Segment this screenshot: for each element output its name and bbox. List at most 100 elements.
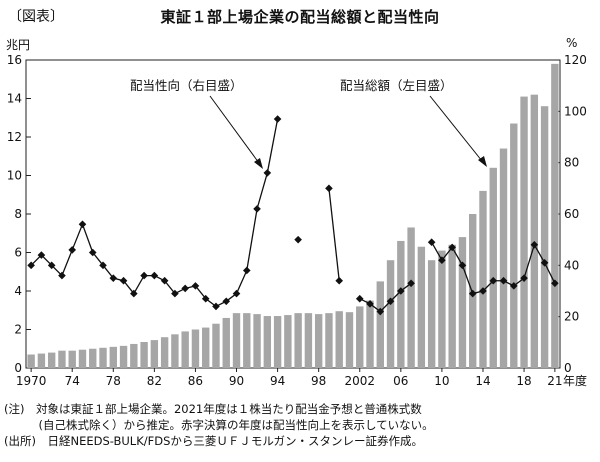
- dividend-total-bar: [181, 331, 189, 368]
- payout-ratio-point: [150, 271, 159, 280]
- dividend-total-bar: [212, 323, 220, 368]
- dividend-total-bar: [140, 342, 148, 368]
- x-axis-tick-label: 94: [270, 374, 285, 388]
- dividend-total-bar: [520, 96, 528, 368]
- payout-ratio-point: [78, 220, 87, 229]
- dividend-total-bar: [253, 314, 261, 368]
- dividend-total-bar: [489, 167, 497, 368]
- dividend-total-bar: [191, 329, 200, 368]
- right-axis-tick-label: 100: [564, 104, 587, 118]
- payout-ratio-point: [386, 297, 395, 306]
- x-axis-tick-label: 10: [434, 374, 449, 388]
- dividend-total-bar: [438, 250, 446, 368]
- payout-ratio-point: [130, 289, 138, 298]
- payout-ratio-point: [376, 307, 385, 316]
- payout-ratio-point: [201, 294, 210, 303]
- dividend-total-bar: [448, 244, 456, 368]
- x-axis-tick-label: 06: [393, 374, 408, 388]
- left-axis-tick-label: 6: [14, 246, 22, 260]
- payout-ratio-point: [479, 287, 487, 295]
- payout-ratio-point: [253, 205, 261, 213]
- note-line-1: (注) 対象は東証１部上場企業。2021年度は１株当たり配当金予想と普通株式数: [4, 402, 422, 416]
- payout-ratio-point: [88, 248, 97, 257]
- payout-ratio-point: [68, 246, 77, 254]
- left-axis-tick-label: 14: [7, 92, 22, 106]
- payout-ratio-point: [47, 261, 56, 270]
- note-line-2: (自己株式除く）から推定。赤字決算の年度は配当性向上を表示していない。: [4, 418, 434, 432]
- payout-ratio-point: [212, 302, 220, 311]
- dividend-total-bar: [222, 317, 230, 368]
- x-axis-tick-label: 82: [147, 374, 162, 388]
- dividend-total-bar: [551, 63, 559, 368]
- dividend-total-bar: [345, 312, 354, 368]
- left-axis-tick-label: 0: [14, 361, 22, 375]
- x-axis-tick-label: 86: [188, 374, 203, 388]
- payout-ratio-point: [37, 251, 46, 259]
- right-axis-unit: %: [566, 36, 578, 50]
- x-axis-tick-label: 90: [229, 374, 244, 388]
- right-axis-tick-label: 40: [564, 258, 579, 272]
- dividend-total-bar: [499, 148, 508, 368]
- dividend-total-bar: [386, 260, 395, 368]
- payout-ratio-point: [263, 169, 272, 177]
- dividend-total-bar: [458, 237, 467, 368]
- payout-ratio-point: [458, 261, 467, 270]
- right-axis-tick-label: 20: [564, 310, 579, 324]
- payout-ratio-point: [181, 284, 189, 293]
- payout-ratio-point: [232, 289, 241, 298]
- dividend-total-bar: [68, 350, 76, 368]
- payout-ratio-arrowhead: [254, 158, 263, 169]
- dividend-total-bar: [130, 343, 138, 368]
- payout-ratio-point: [222, 297, 231, 306]
- payout-ratio-point: [499, 276, 508, 285]
- payout-ratio-point: [191, 282, 200, 290]
- x-axis-tick-label: 1970: [16, 374, 47, 388]
- right-axis-tick-label: 80: [564, 156, 579, 170]
- payout-ratio-point: [530, 241, 539, 249]
- payout-ratio-point: [335, 276, 344, 285]
- left-axis-tick-label: 4: [14, 284, 22, 298]
- chart-title: 東証１部上場企業の配当総額と配当性向: [160, 8, 440, 26]
- payout-ratio-point: [540, 258, 549, 267]
- payout-ratio-point: [366, 300, 374, 308]
- dividend-total-bar: [510, 123, 518, 369]
- payout-ratio-point: [160, 276, 169, 285]
- payout-ratio-point: [119, 276, 128, 285]
- dividend-total-bar: [356, 306, 364, 368]
- dividend-total-bar: [325, 313, 333, 368]
- x-axis-label: 年度: [563, 373, 587, 388]
- right-axis-tick-label: 120: [564, 53, 587, 67]
- dividend-total-bar: [427, 260, 436, 368]
- payout-ratio-point: [438, 256, 446, 264]
- dividend-total-bar: [530, 94, 539, 369]
- figure-tag: 〔図表〕: [8, 9, 64, 25]
- dividend-total-bar: [417, 246, 426, 368]
- dividend-total-bar: [540, 106, 549, 368]
- payout-ratio-point: [489, 276, 498, 285]
- payout-ratio-point: [407, 279, 415, 288]
- dividend-total-bar: [366, 300, 374, 368]
- dividend-total-bar: [109, 346, 117, 368]
- payout-ratio-point: [99, 261, 107, 270]
- x-axis-tick-label: 14: [475, 374, 490, 388]
- payout-ratio-point: [242, 266, 251, 275]
- source-line: (出所) 日経NEEDS-BULK/FDSから三菱ＵＦＪモルガン・スタンレー証券…: [4, 434, 424, 448]
- payout-ratio-point: [294, 235, 302, 244]
- payout-ratio-point: [520, 274, 528, 282]
- payout-ratio-point: [355, 294, 364, 303]
- dividend-total-bar: [171, 334, 179, 368]
- dividend-total-annotation: 配当総額（左目盛）: [340, 78, 453, 93]
- payout-ratio-line: [328, 188, 340, 281]
- payout-ratio-point: [427, 238, 436, 247]
- dividend-total-arrowhead: [478, 156, 487, 167]
- payout-ratio-point: [468, 289, 477, 298]
- dividend-total-arrow-line: [429, 95, 483, 162]
- dividend-total-bar: [232, 313, 241, 368]
- dividend-total-bar: [27, 354, 35, 368]
- dividend-total-bar: [294, 313, 302, 368]
- dividend-total-bar: [314, 314, 323, 368]
- payout-ratio-point: [551, 279, 559, 288]
- dividend-total-bar: [78, 349, 87, 368]
- dividend-total-bar: [284, 315, 292, 368]
